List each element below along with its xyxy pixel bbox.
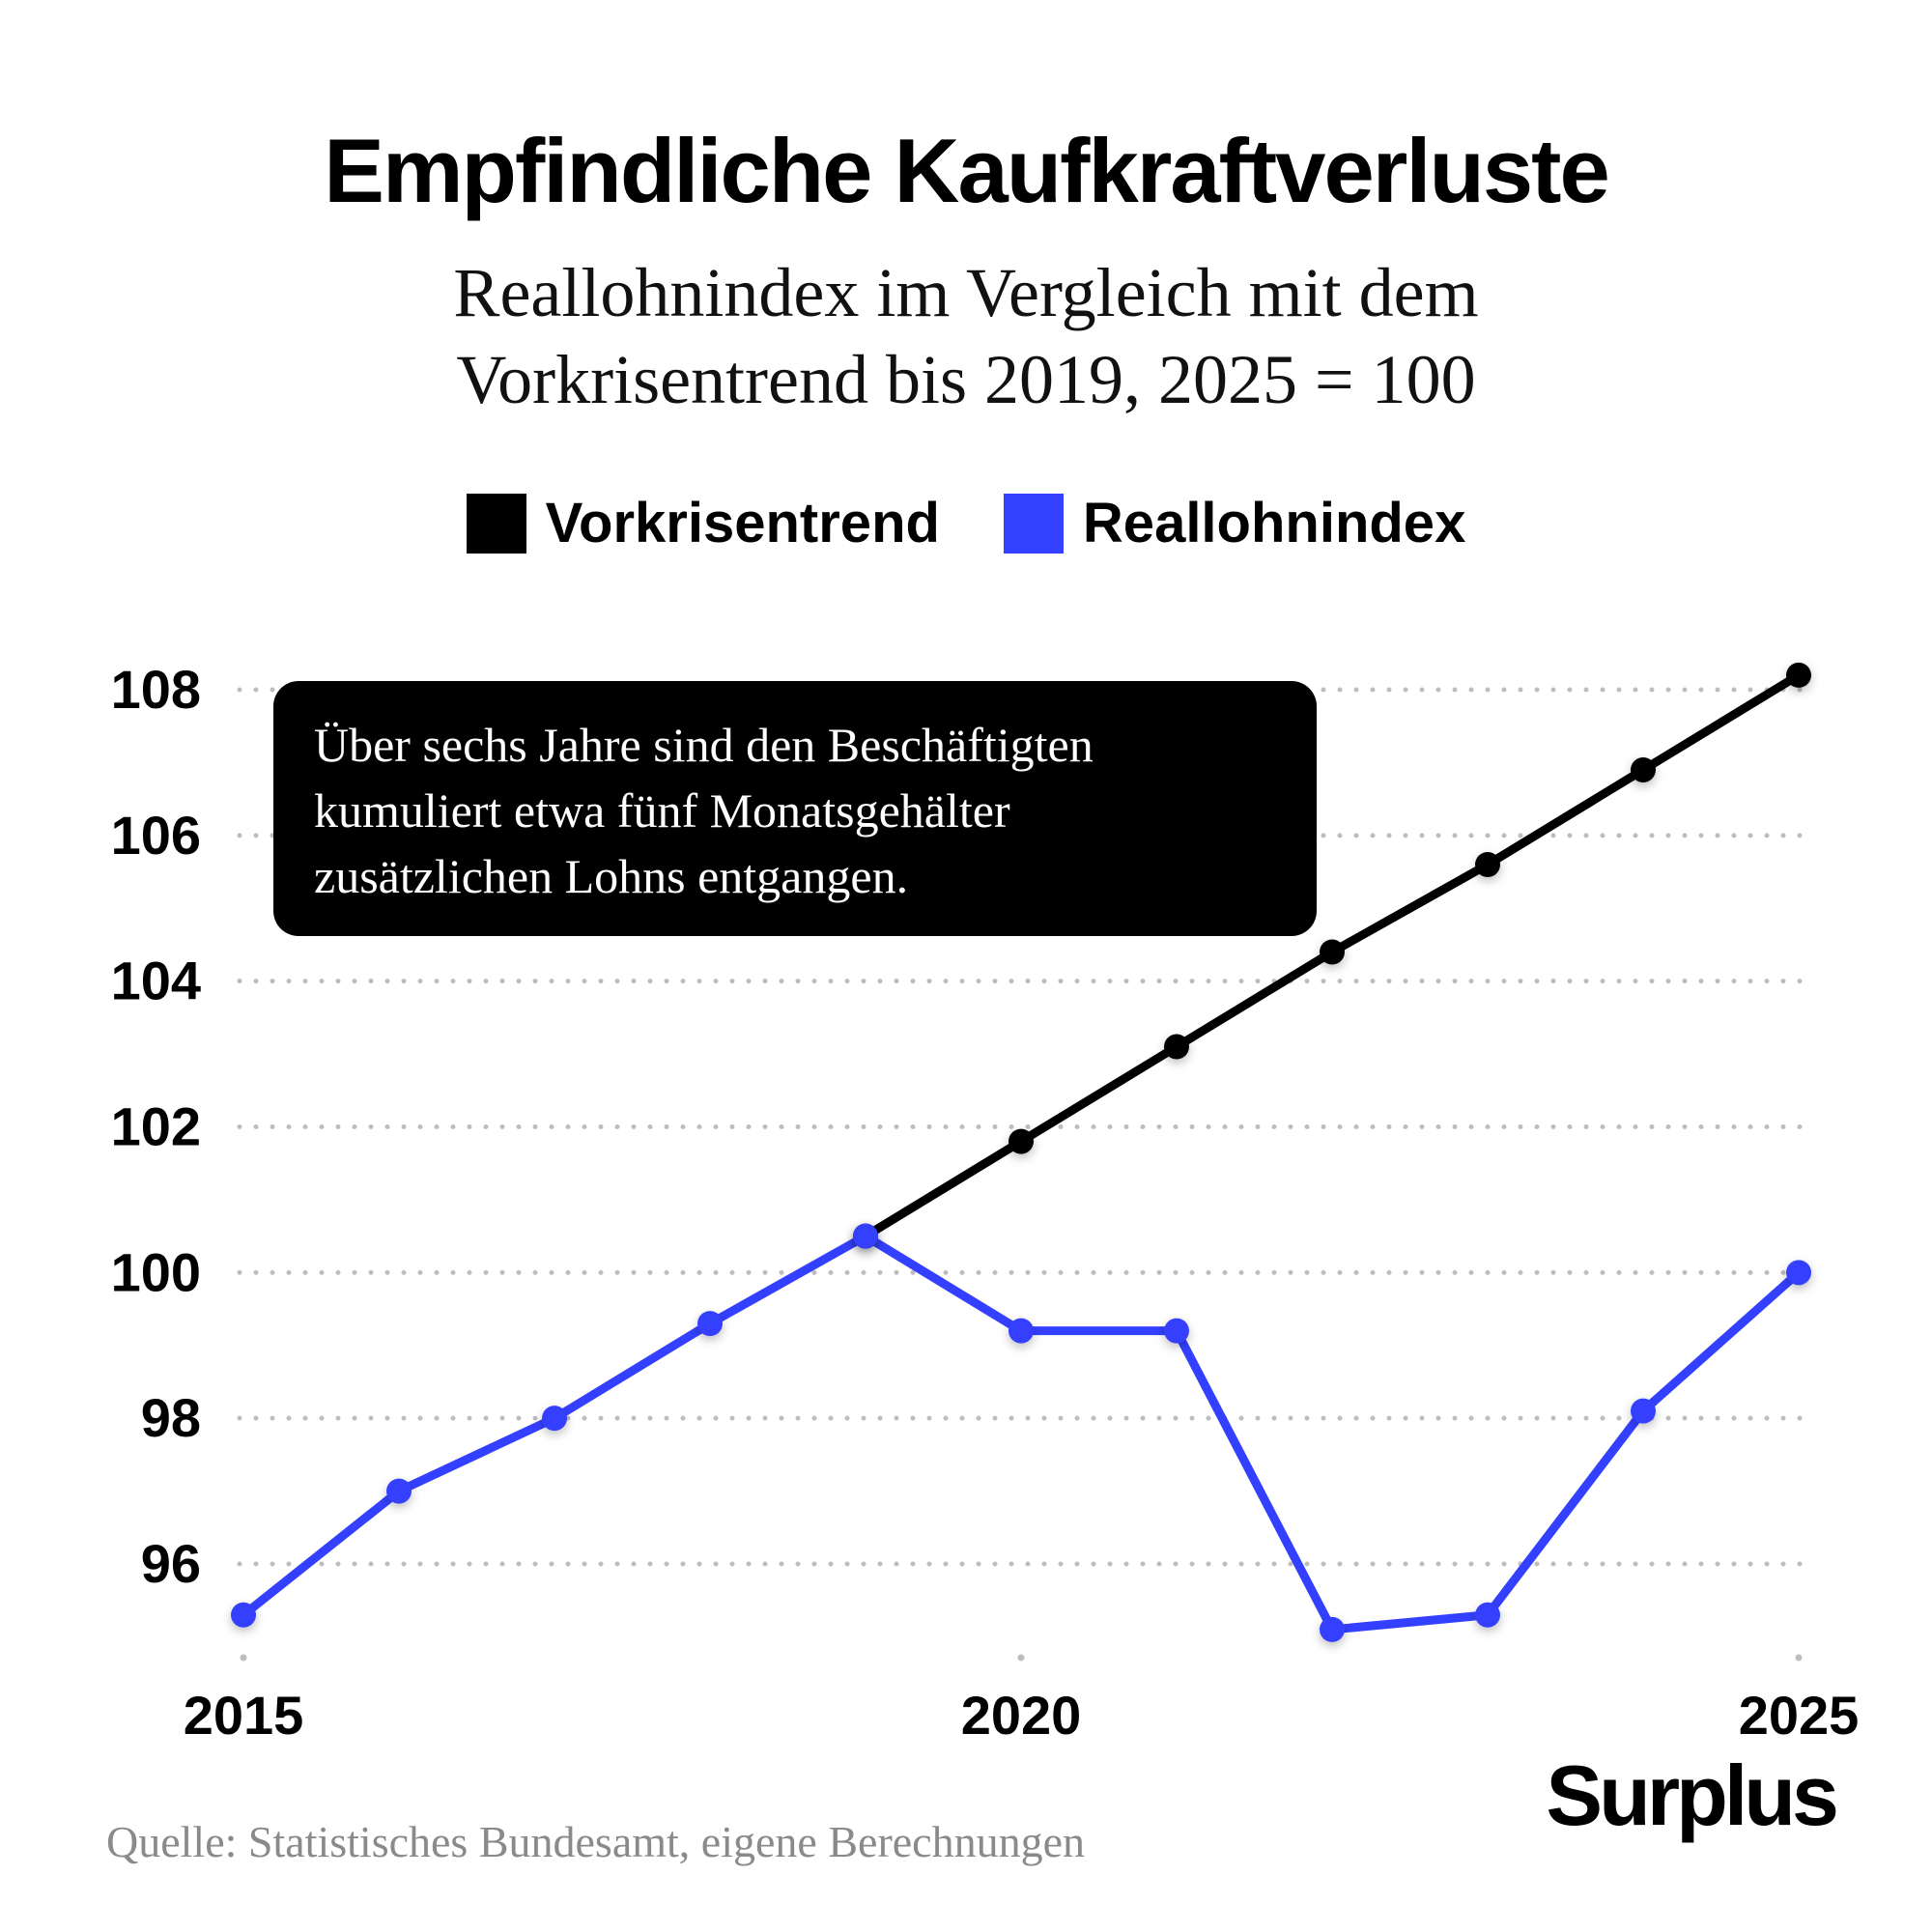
- legend-label-vorkrisentrend: Vorkrisentrend: [545, 492, 940, 554]
- y-tick-label-108: 108: [111, 659, 201, 720]
- legend-swatch-vorkrisentrend: [466, 493, 526, 554]
- y-tick-label-96: 96: [141, 1533, 201, 1594]
- annotation-callout: Über sechs Jahre sind den Beschäftigten …: [273, 681, 1317, 936]
- legend-label-reallohnindex: Reallohnindex: [1082, 492, 1466, 554]
- data-point-vorkrisentrend-2022: [1320, 939, 1345, 965]
- x-tick-mark-2020: [1017, 1654, 1025, 1662]
- y-axis-tick-labels: 96 98 100 102 104 106 108: [111, 659, 201, 1594]
- data-point-vorkrisentrend-2024: [1631, 756, 1656, 782]
- x-tick-label-2020: 2020: [961, 1685, 1082, 1746]
- data-point-reallohnindex-2020: [1009, 1318, 1034, 1344]
- data-point-vorkrisentrend-2023: [1475, 852, 1500, 877]
- data-point-vorkrisentrend-2020: [1009, 1128, 1034, 1154]
- y-tick-label-100: 100: [111, 1241, 201, 1302]
- data-point-reallohnindex-2023: [1475, 1602, 1500, 1628]
- y-tick-label-104: 104: [111, 951, 201, 1011]
- y-tick-label-106: 106: [111, 805, 201, 866]
- data-point-reallohnindex-2022: [1320, 1616, 1345, 1642]
- chart-title: Empfindliche Kaufkraftverluste: [324, 120, 1609, 221]
- annotation-line-1: Über sechs Jahre sind den Beschäftigten: [314, 718, 1094, 772]
- source-note: Quelle: Statistisches Bundesamt, eigene …: [106, 1817, 1086, 1866]
- legend-item-reallohnindex: Reallohnindex: [1003, 491, 1466, 555]
- x-axis-ticks: 2015 2020 2025: [184, 1654, 1860, 1746]
- chart-subtitle: Reallohnindex im Vergleich mit dem Vorkr…: [0, 249, 1932, 423]
- data-point-reallohnindex-2021: [1164, 1318, 1189, 1344]
- data-point-reallohnindex-2019: [853, 1223, 878, 1249]
- data-point-reallohnindex-2016: [386, 1478, 412, 1504]
- data-point-reallohnindex-2025: [1786, 1260, 1811, 1286]
- annotation-line-3: zusätzlichen Lohns entgangen.: [314, 849, 909, 903]
- data-point-vorkrisentrend-2021: [1164, 1034, 1189, 1060]
- data-point-vorkrisentrend-2025: [1786, 662, 1811, 688]
- y-tick-label-98: 98: [141, 1387, 201, 1448]
- y-tick-label-102: 102: [111, 1096, 201, 1157]
- chart-subtitle-line-2: Vorkrisentrend bis 2019, 2025 = 100: [456, 341, 1476, 418]
- data-series: [231, 662, 1811, 1642]
- x-tick-mark-2015: [240, 1654, 247, 1662]
- legend-swatch-reallohnindex: [1003, 493, 1064, 554]
- x-tick-label-2015: 2015: [184, 1685, 304, 1746]
- data-point-reallohnindex-2018: [697, 1311, 723, 1337]
- data-point-reallohnindex-2017: [542, 1406, 567, 1432]
- chart-legend: Vorkrisentrend Reallohnindex: [0, 491, 1932, 555]
- legend-item-vorkrisentrend: Vorkrisentrend: [466, 491, 940, 555]
- data-point-reallohnindex-2024: [1631, 1398, 1656, 1424]
- chart-subtitle-line-1: Reallohnindex im Vergleich mit dem: [453, 254, 1479, 331]
- x-tick-label-2025: 2025: [1739, 1685, 1860, 1746]
- brand-logo: Surplus: [1546, 1747, 1839, 1843]
- data-point-reallohnindex-2015: [231, 1602, 256, 1628]
- x-tick-mark-2025: [1795, 1654, 1803, 1662]
- annotation-line-2: kumuliert etwa fünf Monatsgehälter: [314, 783, 1010, 838]
- series-line-reallohnindex: [239, 1232, 1804, 1634]
